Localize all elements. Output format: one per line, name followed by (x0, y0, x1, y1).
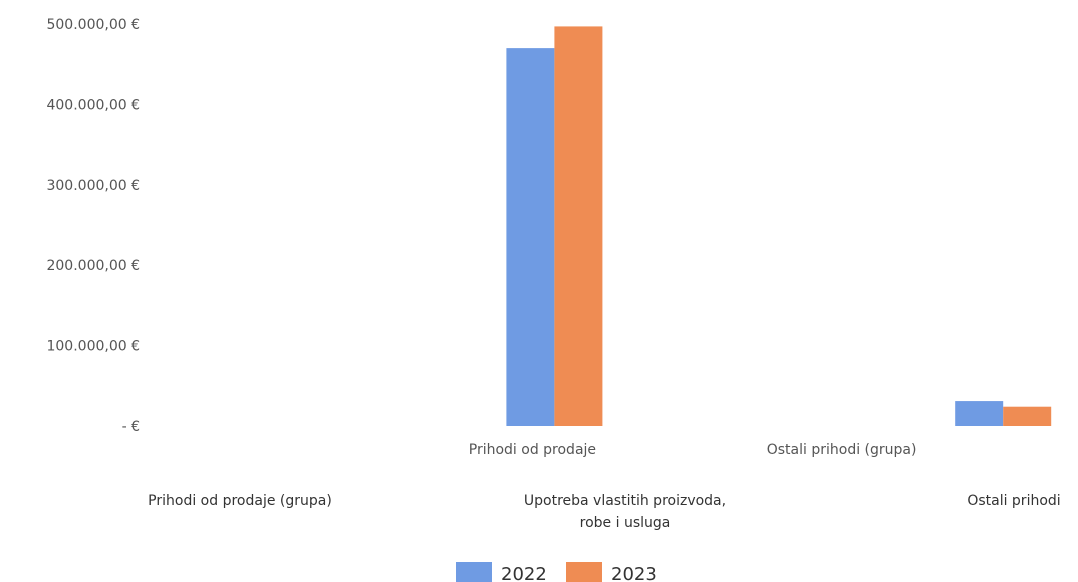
y-tick-label: 200.000,00 € (46, 258, 140, 274)
x-axis-labels-level1: Prihodi od prodaje Ostali prihodi (grupa) (469, 442, 917, 458)
x-label-level2: Upotreba vlastitih proizvoda, (524, 493, 726, 509)
legend-label-2023: 2023 (611, 564, 657, 582)
bar-2023-ostali-prihodi (1003, 406, 1052, 426)
x-label-level2: Prihodi od prodaje (grupa) (148, 493, 332, 509)
y-tick-label: 400.000,00 € (46, 97, 140, 113)
x-label-level2: robe i usluga (580, 515, 671, 531)
bar-2022-prihodi-od-prodaje (506, 48, 555, 427)
legend-swatch-2022 (456, 562, 492, 582)
y-tick-label: 100.000,00 € (46, 339, 140, 355)
x-label-level1: Ostali prihodi (grupa) (767, 442, 917, 458)
y-tick-label: 300.000,00 € (46, 178, 140, 194)
y-tick-label: - € (122, 419, 140, 435)
legend-label-2022: 2022 (501, 564, 547, 582)
y-axis: 500.000,00 € 400.000,00 € 300.000,00 € 200.… (46, 17, 140, 435)
x-axis-labels-level2: Prihodi od prodaje (grupa) Upotreba vlast… (148, 493, 1061, 531)
x-label-level2: Ostali prihodi (967, 493, 1060, 509)
bar-2023-prihodi-od-prodaje (554, 26, 603, 427)
y-tick-label: 500.000,00 € (46, 17, 140, 33)
x-label-level1: Prihodi od prodaje (469, 442, 596, 458)
bar-2022-ostali-prihodi (955, 401, 1004, 426)
bars (506, 26, 1052, 427)
legend: 2022 2023 (456, 562, 657, 582)
legend-swatch-2023 (566, 562, 602, 582)
